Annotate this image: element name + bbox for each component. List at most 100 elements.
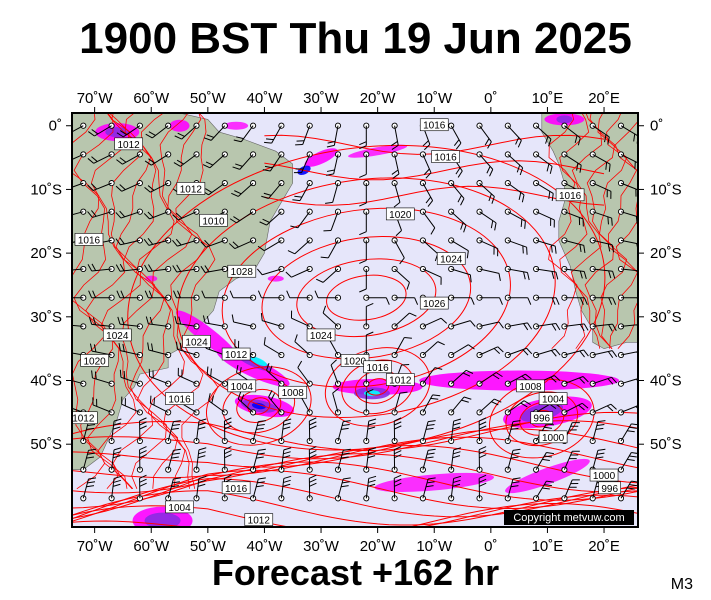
wind-barb — [589, 350, 618, 359]
wind-barb — [617, 180, 638, 197]
wind-barb — [116, 290, 143, 301]
wind-barb — [173, 290, 200, 301]
wind-barb — [391, 237, 405, 265]
wind-barb — [87, 180, 115, 191]
wind-barb — [92, 397, 115, 416]
lon-label-top: 50˚W — [190, 90, 227, 107]
land-isobar — [559, 113, 590, 349]
wind-barb — [232, 151, 257, 170]
isobar-label-text: 996 — [533, 414, 550, 425]
isobar-label: 1020 — [80, 354, 109, 367]
wind-barb — [476, 446, 487, 473]
wind-barb — [589, 122, 610, 145]
wind-barb — [533, 452, 555, 473]
wind-barb — [476, 321, 504, 330]
wind-barb — [108, 418, 122, 445]
wind-barb — [121, 396, 143, 416]
wind-barb — [448, 418, 462, 445]
wind-barb — [257, 237, 285, 252]
wind-barb — [250, 448, 266, 473]
isobar-label: 1000 — [589, 468, 619, 482]
rain-cell — [250, 356, 268, 367]
lat-label-left: 20˚S — [30, 245, 62, 262]
wind-barb — [504, 208, 526, 229]
lat-label-left: 0˚ — [49, 118, 62, 135]
wind-barb — [589, 237, 615, 253]
wind-barb — [561, 294, 588, 305]
isobar-label-text: 1012 — [248, 516, 271, 527]
wind-barb — [117, 316, 143, 330]
wind-barb — [617, 151, 638, 171]
rain-cell — [251, 402, 266, 410]
wind-barb — [260, 313, 285, 330]
isobar-label: 1024 — [436, 252, 466, 265]
wind-barb — [391, 265, 410, 290]
wind-barb — [295, 122, 313, 146]
wind-barb — [561, 450, 580, 473]
wind-barb — [391, 294, 419, 305]
wind-barb — [589, 294, 617, 305]
wind-barb — [165, 448, 181, 473]
wind-barb — [193, 475, 207, 502]
isobar-label: 1004 — [538, 392, 568, 406]
low-pressure-isobar — [247, 397, 271, 415]
wind-barb — [617, 423, 638, 445]
wind-barb — [533, 208, 555, 228]
wind-barb — [88, 316, 115, 330]
wind-barb — [504, 400, 531, 416]
isobar-label-text: 1016 — [225, 484, 248, 495]
wind-barb — [208, 393, 228, 416]
isobar-label: 1028 — [227, 264, 257, 278]
wind-barb — [363, 447, 377, 473]
wind-barb — [533, 265, 559, 280]
wind-barb — [118, 343, 143, 359]
wind-barb — [448, 396, 472, 416]
wind-barb — [229, 290, 257, 301]
wind-barb — [326, 151, 342, 176]
lat-label-right: 50˚S — [650, 436, 682, 453]
lon-label-top: 0˚ — [484, 90, 497, 107]
wind-barb — [202, 315, 228, 330]
wind-barb — [561, 376, 589, 387]
isobar-label-text: 1020 — [84, 356, 107, 367]
wind-barb — [87, 263, 115, 273]
wind-barb — [476, 180, 495, 204]
wind-barb — [174, 315, 200, 330]
wind-barb — [533, 480, 555, 502]
lat-label-left: 30˚S — [30, 309, 62, 326]
model-label: M3 — [670, 576, 693, 593]
wind-barb — [306, 446, 317, 473]
wind-barb — [108, 447, 122, 473]
wind-barb — [119, 369, 143, 387]
wind-barb — [419, 341, 445, 359]
rain-cell — [105, 127, 130, 138]
isobar-label: 996 — [530, 411, 554, 425]
lat-label-right: 10˚S — [650, 181, 682, 198]
isobar-label: 1016 — [555, 188, 585, 202]
wind-barb — [80, 477, 97, 502]
wind-barb — [504, 294, 532, 305]
wind-barb — [264, 122, 285, 144]
wind-barb — [391, 312, 417, 330]
wind-barb — [256, 265, 285, 276]
forecast-hour: Forecast +162 hr — [211, 552, 500, 593]
wind-barb — [391, 474, 402, 502]
isobar-label-text: 1012 — [117, 140, 140, 151]
wind-barb — [91, 370, 115, 387]
isobar-label-text: 1008 — [282, 388, 305, 399]
wind-barb — [323, 208, 342, 232]
wind-barb — [88, 290, 115, 301]
wind-barb — [359, 151, 370, 178]
wind-barb — [504, 448, 521, 473]
isobar-label-text: 1016 — [78, 235, 101, 246]
wind-barb — [363, 294, 390, 305]
wind-barb — [278, 475, 292, 502]
wind-barb — [476, 417, 487, 445]
wind-barb — [72, 294, 87, 301]
map-frame — [71, 112, 639, 528]
lat-label-left: 50˚S — [30, 436, 62, 453]
wind-barb — [617, 404, 638, 416]
wind-barb — [504, 122, 522, 148]
wind-barb — [257, 290, 285, 301]
wind-barb — [144, 290, 172, 301]
